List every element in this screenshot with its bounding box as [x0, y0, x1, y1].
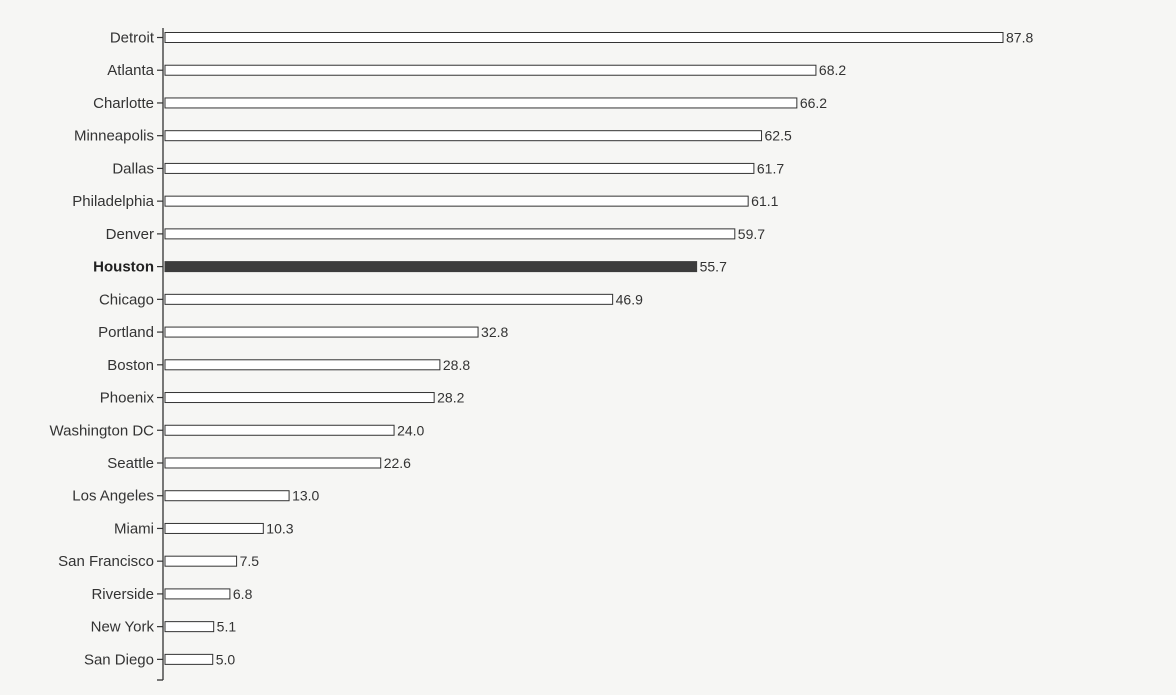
value-label: 32.8 — [481, 324, 508, 340]
value-label: 24.0 — [397, 422, 424, 438]
value-label: 7.5 — [240, 553, 260, 569]
bar — [164, 228, 736, 240]
value-label: 28.8 — [443, 357, 470, 373]
value-label: 13.0 — [292, 488, 319, 504]
value-label: 28.2 — [437, 390, 464, 406]
bar — [164, 64, 817, 76]
bar — [164, 392, 435, 404]
bar — [164, 162, 755, 174]
bar — [164, 326, 479, 338]
category-label: San Francisco — [58, 553, 154, 570]
value-label: 5.0 — [216, 651, 236, 667]
category-label: Miami — [114, 520, 154, 537]
category-label: Philadelphia — [72, 193, 154, 210]
bar — [164, 32, 1004, 43]
category-label: Denver — [106, 226, 154, 243]
bar — [164, 293, 614, 305]
bar — [164, 424, 395, 436]
bar — [164, 621, 215, 633]
value-label: 59.7 — [738, 226, 765, 242]
category-label: New York — [91, 619, 155, 636]
bar — [164, 653, 214, 665]
category-label: Atlanta — [107, 62, 154, 79]
category-label: Dallas — [112, 160, 154, 177]
bar-highlighted — [164, 261, 698, 273]
bar — [164, 457, 382, 469]
category-label: Minneapolis — [74, 128, 154, 145]
value-label: 55.7 — [700, 259, 727, 275]
value-label: 5.1 — [217, 619, 237, 635]
category-label: Portland — [98, 324, 154, 341]
category-label: Detroit — [110, 30, 155, 47]
category-label: Riverside — [91, 586, 154, 603]
category-label: Los Angeles — [72, 488, 154, 505]
category-label: Charlotte — [93, 95, 154, 112]
category-label: Seattle — [107, 455, 154, 472]
category-label: Washington DC — [50, 422, 155, 439]
bar — [164, 97, 798, 109]
bar — [164, 588, 231, 600]
bar — [164, 490, 290, 502]
bar — [164, 555, 238, 567]
category-label: Boston — [107, 357, 154, 374]
value-label: 61.7 — [757, 160, 784, 176]
value-label: 68.2 — [819, 62, 846, 78]
value-label: 10.3 — [266, 520, 293, 536]
value-label: 87.8 — [1006, 30, 1033, 46]
category-label: Houston — [93, 259, 154, 276]
value-label: 6.8 — [233, 586, 253, 602]
value-label: 61.1 — [751, 193, 778, 209]
value-label: 22.6 — [384, 455, 411, 471]
category-label: San Diego — [84, 651, 154, 668]
bar — [164, 130, 763, 142]
category-label: Phoenix — [100, 390, 155, 407]
value-label: 66.2 — [800, 95, 827, 111]
category-label: Chicago — [99, 291, 154, 308]
bar — [164, 195, 749, 207]
value-label: 62.5 — [765, 128, 792, 144]
bar — [164, 359, 441, 371]
bar — [164, 522, 264, 534]
value-label: 46.9 — [616, 291, 643, 307]
